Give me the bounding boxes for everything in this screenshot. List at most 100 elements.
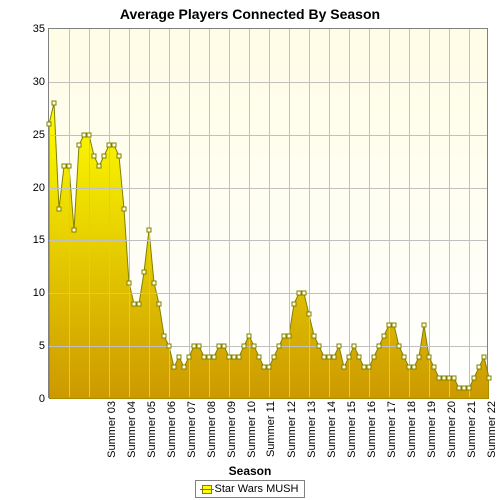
gridline-h	[49, 240, 487, 241]
x-tick-label: Summer 12	[286, 401, 298, 458]
plot-area: 05101520253035Summer 03Summer 04Summer 0…	[48, 28, 488, 398]
data-marker	[187, 354, 192, 359]
gridline-v	[89, 29, 90, 397]
gridline-v	[349, 29, 350, 397]
data-marker	[477, 365, 482, 370]
data-marker	[157, 301, 162, 306]
data-marker	[377, 344, 382, 349]
gridline-h	[49, 135, 487, 136]
data-marker	[347, 354, 352, 359]
x-tick-label: Summer 22	[486, 401, 498, 458]
data-marker	[77, 143, 82, 148]
legend: Star Wars MUSH	[0, 479, 500, 498]
data-marker	[247, 333, 252, 338]
data-marker	[422, 323, 427, 328]
data-marker	[287, 333, 292, 338]
data-marker	[467, 386, 472, 391]
data-marker	[472, 375, 477, 380]
data-marker	[102, 153, 107, 158]
y-tick-label: 35	[33, 23, 45, 35]
data-marker	[252, 344, 257, 349]
gridline-v	[129, 29, 130, 397]
x-tick-label: Summer 08	[206, 401, 218, 458]
gridline-v	[249, 29, 250, 397]
data-marker	[332, 354, 337, 359]
data-marker	[307, 312, 312, 317]
data-marker	[427, 354, 432, 359]
data-marker	[52, 101, 57, 106]
gridline-v	[169, 29, 170, 397]
x-axis-label: Season	[0, 464, 500, 478]
x-tick-label: Summer 04	[126, 401, 138, 458]
data-marker	[242, 344, 247, 349]
gridline-v	[109, 29, 110, 397]
x-tick-label: Summer 17	[386, 401, 398, 458]
data-marker	[352, 344, 357, 349]
data-marker	[122, 206, 127, 211]
data-marker	[57, 206, 62, 211]
data-marker	[432, 365, 437, 370]
data-marker	[177, 354, 182, 359]
data-marker	[392, 323, 397, 328]
x-tick-label: Summer 11	[265, 401, 277, 457]
data-marker	[302, 291, 307, 296]
data-marker	[277, 344, 282, 349]
data-marker	[67, 164, 72, 169]
data-marker	[182, 365, 187, 370]
data-marker	[237, 354, 242, 359]
data-marker	[212, 354, 217, 359]
data-marker	[127, 280, 132, 285]
y-tick-label: 0	[39, 393, 45, 405]
gridline-h	[49, 82, 487, 83]
data-marker	[72, 227, 77, 232]
gridline-h	[49, 293, 487, 294]
data-marker	[292, 301, 297, 306]
x-tick-label: Summer 20	[446, 401, 458, 458]
y-tick-label: 5	[39, 340, 45, 352]
data-marker	[142, 270, 147, 275]
data-marker	[87, 132, 92, 137]
gridline-v	[469, 29, 470, 397]
chart-container: Average Players Connected By Season Play…	[0, 0, 500, 500]
data-marker	[257, 354, 262, 359]
x-tick-label: Summer 07	[186, 401, 198, 458]
data-marker	[112, 143, 117, 148]
gridline-v	[389, 29, 390, 397]
data-marker	[172, 365, 177, 370]
x-tick-label: Summer 14	[326, 401, 338, 458]
legend-box: Star Wars MUSH	[195, 480, 306, 498]
gridline-v	[269, 29, 270, 397]
y-tick-label: 15	[33, 234, 45, 246]
gridline-v	[449, 29, 450, 397]
data-marker	[147, 227, 152, 232]
gridline-v	[289, 29, 290, 397]
data-marker	[152, 280, 157, 285]
data-marker	[417, 354, 422, 359]
data-marker	[402, 354, 407, 359]
data-marker	[137, 301, 142, 306]
y-tick-label: 30	[33, 76, 45, 88]
data-marker	[197, 344, 202, 349]
data-marker	[487, 375, 492, 380]
gridline-v	[369, 29, 370, 397]
gridline-v	[189, 29, 190, 397]
data-marker	[452, 375, 457, 380]
data-marker	[482, 354, 487, 359]
data-marker	[412, 365, 417, 370]
chart-title: Average Players Connected By Season	[0, 6, 500, 22]
y-tick-label: 25	[33, 129, 45, 141]
data-marker	[92, 153, 97, 158]
data-marker	[382, 333, 387, 338]
x-tick-label: Summer 06	[166, 401, 178, 458]
x-tick-label: Summer 18	[406, 401, 418, 458]
gridline-v	[209, 29, 210, 397]
data-marker	[312, 333, 317, 338]
legend-label: Star Wars MUSH	[215, 483, 299, 495]
y-tick-label: 20	[33, 182, 45, 194]
data-marker	[357, 354, 362, 359]
gridline-v	[229, 29, 230, 397]
data-marker	[97, 164, 102, 169]
x-tick-label: Summer 09	[226, 401, 238, 458]
data-marker	[162, 333, 167, 338]
data-marker	[167, 344, 172, 349]
